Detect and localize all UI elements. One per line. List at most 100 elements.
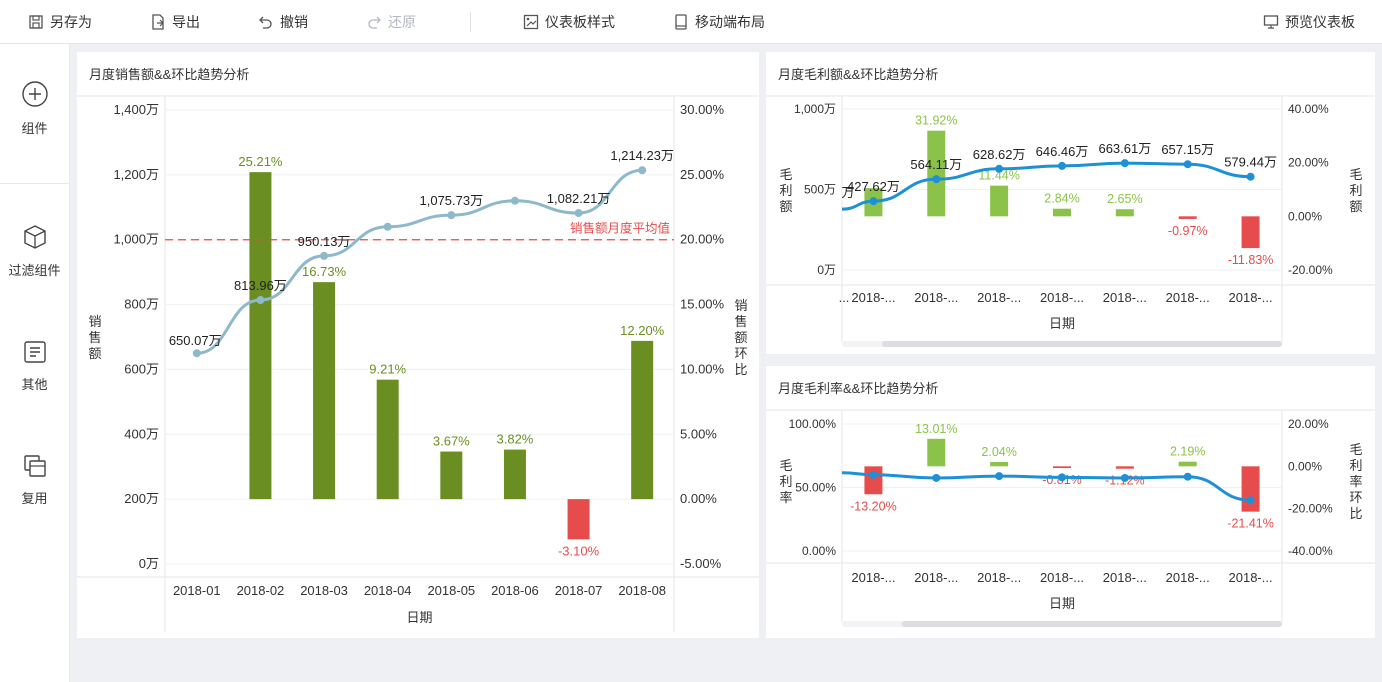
dashboard-style-button[interactable]: 仪表板样式 bbox=[523, 0, 615, 43]
reference-line-label: 销售额月度平均值 bbox=[570, 221, 670, 236]
sidebar-divider bbox=[0, 183, 69, 184]
bar-value-label: 9.21% bbox=[369, 362, 406, 377]
sidebar-item-filter-components[interactable]: 过滤组件 bbox=[0, 224, 69, 279]
line-point bbox=[574, 209, 583, 218]
export-label: 导出 bbox=[172, 13, 200, 30]
scrollbar-thumb[interactable] bbox=[882, 341, 1282, 347]
sidebar-item-label: 过滤组件 bbox=[8, 263, 61, 278]
bar-value-label: 3.67% bbox=[433, 434, 470, 449]
undo-button[interactable]: 撤销 bbox=[258, 0, 308, 43]
x-tick-label: 2018-04 bbox=[364, 583, 412, 598]
line-point bbox=[638, 166, 647, 175]
bar bbox=[503, 449, 526, 500]
mobile-icon bbox=[675, 13, 687, 30]
profit-chart-panel[interactable]: 月度毛利额&&环比趋势分析 0万 500万 1,000万 -20.00% 0.00% 20… bbox=[766, 52, 1375, 354]
y-tick-label: 400万 bbox=[124, 426, 159, 441]
y-tick-label: 1,000万 bbox=[794, 102, 836, 116]
bar-value-label: 2.65% bbox=[1107, 192, 1142, 206]
line-point bbox=[995, 164, 1004, 173]
redo-button[interactable]: 还原 bbox=[366, 0, 416, 43]
scrollbar-thumb[interactable] bbox=[902, 621, 1282, 627]
save-as-button[interactable]: 另存为 bbox=[28, 0, 92, 43]
margin-chart-panel[interactable]: 月度毛利率&&环比趋势分析 0.00% 50.00% 100.00% -40.00% -… bbox=[766, 366, 1375, 638]
x-tick-label: 2018-... bbox=[1040, 570, 1084, 585]
copy-icon bbox=[23, 455, 46, 477]
x-tick-label: 2018-01 bbox=[173, 583, 221, 598]
x-tick-label: 2018-02 bbox=[237, 583, 285, 598]
bar bbox=[1053, 208, 1071, 217]
x-tick-label: 2018-... bbox=[1040, 290, 1084, 305]
line-point bbox=[1183, 160, 1192, 169]
x-tick-label: 2018-... bbox=[977, 290, 1021, 305]
line-point bbox=[869, 470, 878, 479]
y-tick-label: 500万 bbox=[804, 183, 836, 197]
dashboard-style-label: 仪表板样式 bbox=[545, 13, 615, 30]
y-tick-label: 1,200万 bbox=[113, 167, 159, 182]
x-tick-label: 2018-08 bbox=[618, 583, 666, 598]
x-tick-label: 2018-... bbox=[851, 290, 895, 305]
profit-chart-svg: 0万 500万 1,000万 -20.00% 0.00% 20.00% 40.00% 毛利额 毛… bbox=[766, 95, 1375, 347]
bar bbox=[864, 466, 883, 495]
sidebar-item-components[interactable]: 组件 bbox=[0, 80, 69, 137]
component-sidebar: 组件 过滤组件 其他 复用 bbox=[0, 44, 70, 682]
y2-tick-label: -5.00% bbox=[680, 556, 722, 571]
bar-value-label: 16.73% bbox=[302, 264, 347, 279]
y2-tick-label: -20.00% bbox=[1288, 263, 1333, 277]
line-point bbox=[932, 175, 941, 184]
sales-chart-panel[interactable]: 月度销售额&&环比趋势分析 0万 200万 400万 600万 800万 1,000万 1,… bbox=[77, 52, 759, 638]
y-tick-label: 800万 bbox=[124, 297, 159, 312]
line-point bbox=[510, 196, 519, 205]
top-toolbar: 另存为 导出 撤销 还原 仪表板样式 移动端布局 预览仪表板 bbox=[0, 0, 1382, 44]
y2-tick-label: -20.00% bbox=[1288, 502, 1333, 516]
y2-tick-label: 15.00% bbox=[680, 297, 725, 312]
bar-value-label: -13.20% bbox=[850, 499, 897, 513]
sidebar-item-label: 其他 bbox=[21, 377, 48, 392]
y-tick-label: 50.00% bbox=[795, 481, 836, 495]
y2-tick-label: 30.00% bbox=[680, 102, 725, 117]
line-point bbox=[1183, 472, 1192, 481]
y-tick-label: 600万 bbox=[124, 361, 159, 376]
bar-value-label: -0.97% bbox=[1168, 224, 1208, 238]
bar-value-label: 13.01% bbox=[915, 422, 957, 436]
bar bbox=[1053, 466, 1071, 469]
bar bbox=[1115, 209, 1134, 217]
y-tick-label: 100.00% bbox=[789, 417, 837, 431]
line-value-label: 1,082.21万 bbox=[547, 191, 611, 206]
bar-value-label: 2.84% bbox=[1044, 192, 1079, 206]
line-value-label: 1,214.23万 bbox=[610, 148, 674, 163]
preview-dashboard-button[interactable]: 预览仪表板 bbox=[1263, 0, 1355, 43]
bar-value-label: -3.10% bbox=[558, 543, 600, 558]
bar bbox=[990, 185, 1009, 217]
bar-value-label: -11.83% bbox=[1228, 253, 1274, 267]
line-value-label: 427.62万 bbox=[847, 179, 900, 194]
chart-title: 月度毛利额&&环比趋势分析 bbox=[778, 67, 939, 82]
x-axis-title: 日期 bbox=[1049, 316, 1075, 331]
line-point bbox=[932, 473, 941, 482]
y-axis-title: 毛利率 bbox=[779, 458, 792, 505]
sidebar-item-other[interactable]: 其他 bbox=[0, 340, 69, 393]
sidebar-item-label: 复用 bbox=[21, 491, 48, 506]
y2-tick-label: 5.00% bbox=[680, 426, 717, 441]
redo-label: 还原 bbox=[388, 13, 416, 30]
x-tick-label: 2018-... bbox=[1166, 290, 1210, 305]
x-tick-label: 2018-... bbox=[977, 570, 1021, 585]
line-value-label: 579.44万 bbox=[1224, 155, 1277, 170]
x-tick-label: 2018-05 bbox=[427, 583, 475, 598]
line-value-label: 1,075.73万 bbox=[420, 193, 484, 208]
line-point bbox=[447, 211, 456, 220]
export-button[interactable]: 导出 bbox=[150, 0, 200, 43]
line-value-label: 650.07万 bbox=[169, 333, 222, 348]
y-tick-label: 200万 bbox=[124, 491, 159, 506]
mobile-layout-button[interactable]: 移动端布局 bbox=[673, 0, 765, 43]
line-point bbox=[1120, 159, 1129, 168]
y-axis-title: 毛利额 bbox=[779, 167, 792, 214]
line-value-label: 813.96万 bbox=[234, 278, 287, 293]
bar bbox=[1115, 466, 1134, 469]
sidebar-item-reuse[interactable]: 复用 bbox=[0, 454, 69, 507]
line-point bbox=[995, 472, 1004, 481]
line-value-label: 663.61万 bbox=[1098, 141, 1151, 156]
y2-tick-label: 10.00% bbox=[680, 361, 725, 376]
y2-tick-label: 0.00% bbox=[680, 491, 717, 506]
bar-value-label: 31.92% bbox=[915, 114, 957, 128]
line-value-label: 950.13万 bbox=[298, 234, 351, 249]
